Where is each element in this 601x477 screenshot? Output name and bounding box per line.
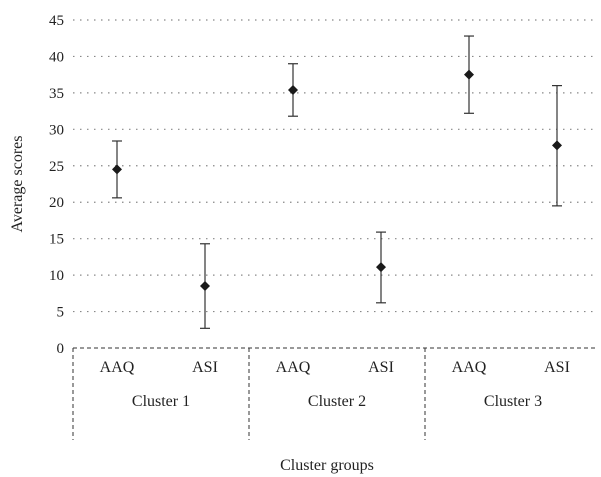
group-label: Cluster 2 bbox=[308, 393, 366, 410]
error-bar-point bbox=[376, 231, 386, 304]
y-tick-label: 45 bbox=[49, 13, 64, 29]
category-label: AAQ bbox=[100, 359, 135, 376]
y-tick-label: 35 bbox=[49, 86, 64, 102]
error-bar-point bbox=[112, 140, 122, 199]
error-bar-point bbox=[552, 84, 562, 207]
x-axis-title: Cluster groups bbox=[280, 457, 374, 474]
category-label: ASI bbox=[368, 359, 394, 376]
category-label: AAQ bbox=[276, 359, 311, 376]
group-labels: Cluster 1 Cluster 2 Cluster 3 bbox=[132, 393, 542, 410]
mean-marker bbox=[288, 84, 298, 95]
y-tick-label: 30 bbox=[49, 122, 64, 138]
category-label: ASI bbox=[192, 359, 218, 376]
y-tick-label: 15 bbox=[49, 232, 64, 248]
mean-marker bbox=[200, 281, 210, 292]
y-tick-label: 40 bbox=[49, 49, 64, 65]
y-axis-title: Average scores bbox=[9, 136, 26, 233]
y-tick-label: 25 bbox=[49, 159, 64, 175]
gridlines bbox=[73, 19, 597, 349]
y-tick-label: 5 bbox=[57, 305, 65, 321]
y-tick-label: 20 bbox=[49, 195, 64, 211]
category-label: ASI bbox=[544, 359, 570, 376]
category-labels: AAQ ASI AAQ ASI AAQ ASI bbox=[100, 359, 570, 376]
category-label: AAQ bbox=[452, 359, 487, 376]
error-bar-point bbox=[464, 35, 474, 114]
mean-marker bbox=[464, 69, 474, 80]
error-bars bbox=[112, 35, 562, 329]
error-bar-point bbox=[288, 63, 298, 117]
group-label: Cluster 3 bbox=[484, 393, 542, 410]
mean-marker bbox=[376, 262, 386, 273]
mean-marker bbox=[112, 164, 122, 175]
y-axis-ticks: 0 5 10 15 20 25 30 35 40 45 bbox=[49, 13, 64, 357]
y-tick-label: 10 bbox=[49, 268, 64, 284]
mean-marker bbox=[552, 140, 562, 151]
group-label: Cluster 1 bbox=[132, 393, 190, 410]
y-tick-label: 0 bbox=[57, 341, 65, 357]
error-bar-point bbox=[200, 243, 210, 329]
category-separators bbox=[72, 348, 426, 440]
